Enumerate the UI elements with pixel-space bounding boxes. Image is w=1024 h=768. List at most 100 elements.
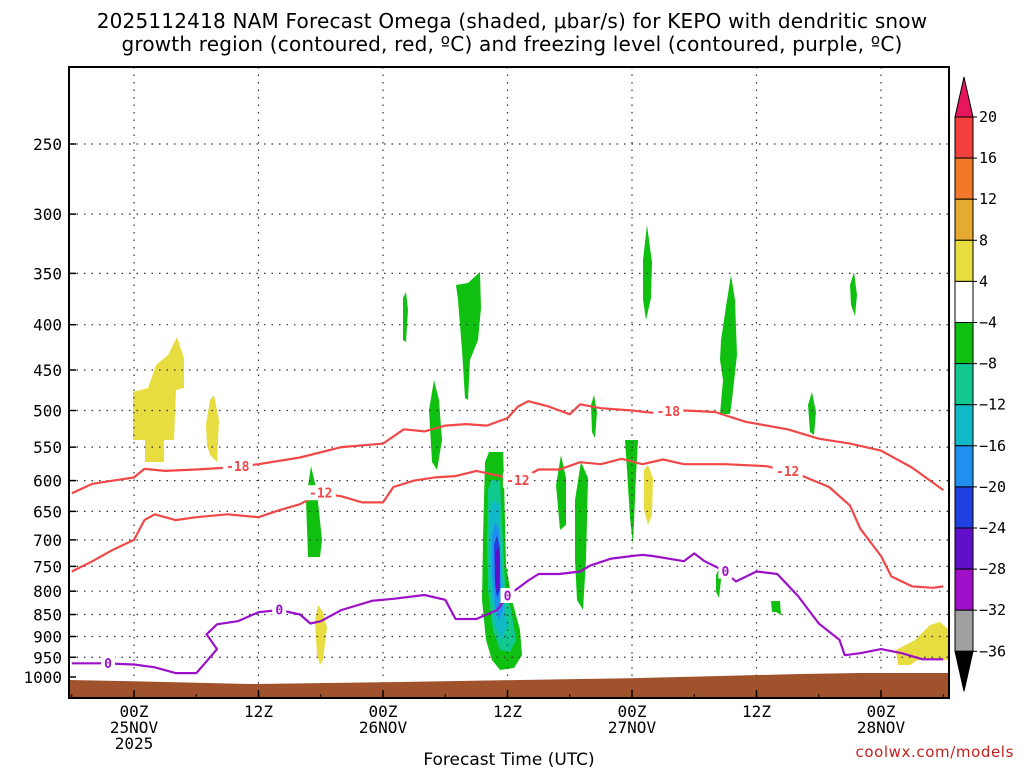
colorbar-swatch <box>954 322 974 365</box>
chart-title-line-2: growth region (contoured, red, ºC) and f… <box>121 32 903 56</box>
colorbar-swatch <box>954 568 974 611</box>
y-tick-label: 550 <box>33 438 62 457</box>
contour-label-bg <box>502 472 533 488</box>
omega-cell-rising-1 <box>133 337 184 462</box>
x-tick-label: 12Z <box>493 702 522 721</box>
colorbar-swatch <box>954 198 974 241</box>
x-axis-title: Forecast Time (UTC) <box>423 750 594 768</box>
y-tick-label: 500 <box>33 402 62 421</box>
y-axis: 250 300 350 400 450 500 550 600 650 700 750 800 850 9… <box>23 135 76 687</box>
x-tick-label: 25NOV <box>110 718 159 737</box>
omega-cell-sinking-20 <box>495 545 500 594</box>
contour-label: -18 <box>226 460 250 475</box>
omega-cell-sinking-3 <box>429 380 442 470</box>
contour-label: 0 <box>275 603 283 618</box>
omega-cell-sinking-14 <box>850 272 857 316</box>
site-credit: coolwx.com/models <box>856 743 1015 761</box>
colorbar-swatch <box>954 445 974 488</box>
omega-cell-sinking-4 <box>306 466 322 557</box>
colorbar-label: 16 <box>979 149 997 167</box>
omega-cell-sinking-12 <box>771 601 781 615</box>
contour-label: 0 <box>104 657 112 672</box>
omega-cell-sinking-13 <box>808 392 816 435</box>
colorbar-top-arrow <box>954 76 974 118</box>
colorbar-label: 12 <box>979 190 997 208</box>
contour-layer: -18 -18 -12 -12 -12 0 0 0 0 <box>71 400 944 675</box>
contour-line-dendritic-minus18 <box>71 400 944 495</box>
colorbar-label: −36 <box>979 642 1006 660</box>
x-tick-label: 2025 <box>115 734 154 753</box>
colorbar-label: 20 <box>979 108 997 126</box>
x-tick-label: 26NOV <box>359 718 408 737</box>
contour-label: -18 <box>657 405 681 420</box>
y-tick-label: 800 <box>33 582 62 601</box>
contour-line-dendritic-minus12 <box>71 457 944 589</box>
contour-label-bg <box>653 403 684 419</box>
y-tick-label: 900 <box>33 627 62 646</box>
chart-title-line-1: 2025112418 NAM Forecast Omega (shaded, μ… <box>96 9 928 33</box>
contour-label: -12 <box>506 474 529 489</box>
omega-shading-layer <box>133 225 949 670</box>
colorbar-label: −16 <box>979 437 1006 455</box>
colorbar-label: −32 <box>979 601 1006 619</box>
colorbar-swatch <box>954 280 974 323</box>
colorbar-swatch <box>954 116 974 159</box>
colorbar-legend: 20 16 12 8 4 −4 −8 −12 −16 −20 −24 −28 −32 −36 <box>954 76 1006 692</box>
omega-cell-sinking-8 <box>625 440 638 545</box>
colorbar-label: −8 <box>979 355 997 373</box>
contour-label: 0 <box>504 589 512 604</box>
ground-terrain <box>69 673 949 698</box>
omega-cell-rising-4 <box>644 465 653 525</box>
colorbar-label: −12 <box>979 396 1006 414</box>
y-tick-label: 1000 <box>23 668 62 687</box>
y-tick-label: 700 <box>33 531 62 550</box>
x-tick-label: 12Z <box>244 702 273 721</box>
omega-cell-sinking-2 <box>456 272 481 400</box>
colorbar-label: −24 <box>979 519 1006 537</box>
y-tick-label: 650 <box>33 502 62 521</box>
contour-label: -12 <box>776 465 799 480</box>
colorbar-swatch <box>954 239 974 282</box>
x-tick-label: 00Z <box>618 702 647 721</box>
colorbar-swatch <box>954 157 974 200</box>
contour-label-bg <box>101 655 116 671</box>
colorbar-label: 4 <box>979 272 988 290</box>
colorbar-label: 8 <box>979 231 988 249</box>
y-tick-label: 750 <box>33 557 62 576</box>
y-tick-label: 350 <box>33 264 62 283</box>
x-tick-label: 27NOV <box>608 718 657 737</box>
y-tick-label: 950 <box>33 648 62 667</box>
contour-label-bg <box>772 463 803 479</box>
y-tick-label: 450 <box>33 361 62 380</box>
x-tick-label: 00Z <box>120 702 149 721</box>
omega-cell-sinking-6 <box>575 462 588 610</box>
omega-cell-sinking-9 <box>643 225 652 320</box>
colorbar-bottom-arrow <box>954 650 974 692</box>
colorbar-swatch <box>954 363 974 406</box>
omega-cell-sinking-1 <box>403 292 408 342</box>
contour-label-bg <box>305 485 336 501</box>
omega-cell-sinking-10 <box>720 275 737 414</box>
omega-cell-rising-2 <box>206 395 219 462</box>
contour-label-bg <box>222 458 253 474</box>
contour-label-bg <box>500 587 515 603</box>
x-tick-label: 00Z <box>867 702 896 721</box>
y-tick-label: 400 <box>33 316 62 335</box>
omega-cell-sinking-5 <box>556 455 566 530</box>
y-tick-label: 300 <box>33 205 62 224</box>
x-tick-label: 00Z <box>369 702 398 721</box>
colorbar-swatch <box>954 404 974 447</box>
contour-label-bg <box>718 563 733 579</box>
contour-label: 0 <box>721 565 729 580</box>
x-tick-label: 12Z <box>742 702 771 721</box>
x-tick-label: 28NOV <box>857 718 906 737</box>
colorbar-label: −4 <box>979 314 997 332</box>
contour-line-freezing-0 <box>71 552 944 675</box>
contour-label-bg <box>272 601 287 617</box>
colorbar-swatch <box>954 609 974 652</box>
colorbar-label: −20 <box>979 478 1006 496</box>
colorbar-label: −28 <box>979 560 1006 578</box>
colorbar-swatch <box>954 527 974 570</box>
